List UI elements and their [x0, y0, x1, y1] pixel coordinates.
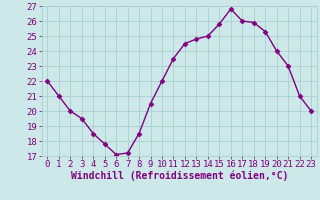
X-axis label: Windchill (Refroidissement éolien,°C): Windchill (Refroidissement éolien,°C) — [70, 171, 288, 181]
